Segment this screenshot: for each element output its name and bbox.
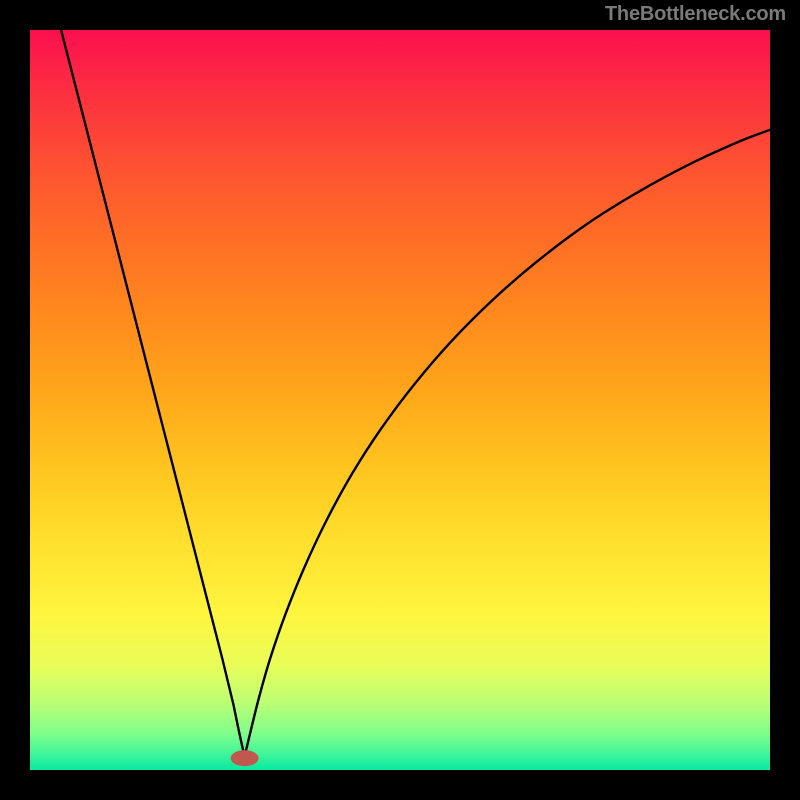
minimum-marker (231, 750, 259, 766)
bottleneck-curve-chart (0, 0, 800, 800)
watermark-text: TheBottleneck.com (605, 3, 786, 26)
gradient-background (30, 30, 770, 770)
